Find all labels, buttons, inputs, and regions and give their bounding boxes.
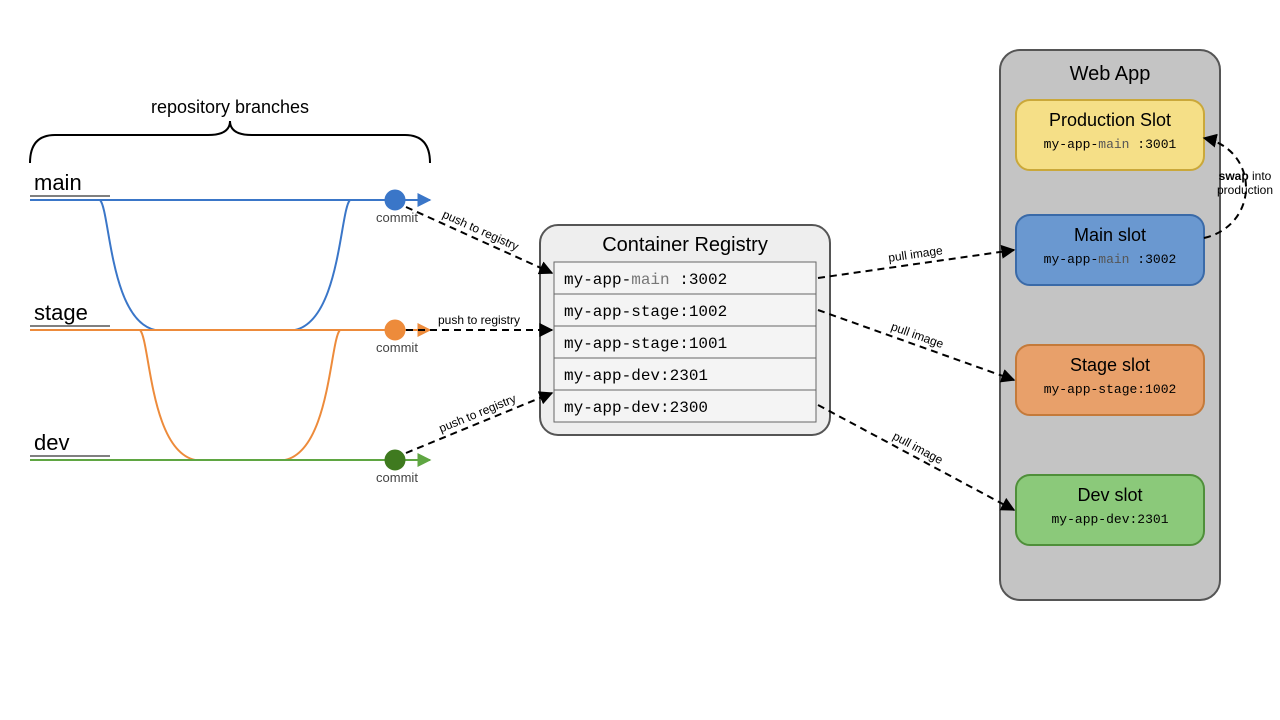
branch-label-main: main (34, 170, 82, 195)
commit-label-main: commit (376, 210, 418, 225)
commit-dot-dev (385, 450, 405, 470)
web-app-group: Web App Production Slot my-app-main :3001 M… (1000, 50, 1220, 600)
branch-label-stage: stage (34, 300, 88, 325)
commit-dot-main (385, 190, 405, 210)
edge-pull-dev (818, 405, 1014, 510)
swap-label: swap intoproduction (1217, 169, 1273, 197)
slot-tag-dev: my-app-dev:2301 (1051, 512, 1168, 527)
edge-label-pull-main: pull image (887, 243, 943, 265)
slot-title-main: Main slot (1074, 225, 1146, 245)
slot-tag-stage: my-app-stage:1002 (1044, 382, 1177, 397)
edge-label-push-stage: push to registry (438, 313, 520, 327)
edge-label-push-main: push to registry (440, 207, 521, 254)
registry-image-tag-1: my-app-stage:1002 (564, 303, 727, 321)
commit-dot-stage (385, 320, 405, 340)
edge-label-push-dev: push to registry (437, 391, 518, 435)
edge-label-pull-stage: pull image (889, 319, 946, 351)
edge-push-main (406, 207, 552, 273)
web-app-title: Web App (1070, 63, 1151, 85)
registry-image-tag-2: my-app-stage:1001 (564, 335, 727, 353)
merge-curve-into-stage (140, 330, 340, 460)
branch-label-dev: dev (34, 430, 69, 455)
slot-tag-prod: my-app-main :3001 (1044, 137, 1177, 152)
diagram-canvas: repository branches main commit stage commit… (0, 0, 1280, 720)
container-registry-title: Container Registry (602, 234, 768, 256)
repository-branches-group: repository branches main commit stage commit… (30, 97, 430, 485)
slot-title-dev: Dev slot (1077, 485, 1142, 505)
commit-label-dev: commit (376, 470, 418, 485)
slot-title-stage: Stage slot (1070, 355, 1150, 375)
merge-curve-into-main (100, 200, 350, 330)
slot-title-prod: Production Slot (1049, 110, 1171, 130)
registry-image-tag-0: my-app-main :3002 (564, 271, 727, 289)
registry-image-tag-3: my-app-dev:2301 (564, 367, 708, 385)
edge-push-dev (406, 393, 552, 453)
slot-tag-main: my-app-main :3002 (1044, 252, 1177, 267)
edge-pull-stage (818, 310, 1014, 380)
repository-branches-label: repository branches (151, 97, 309, 117)
container-registry-group: Container Registry my-app-main :3002 my-ap… (540, 225, 830, 435)
brace-icon (30, 121, 430, 163)
commit-label-stage: commit (376, 340, 418, 355)
edge-label-pull-dev: pull image (890, 429, 945, 467)
registry-image-tag-4: my-app-dev:2300 (564, 399, 708, 417)
